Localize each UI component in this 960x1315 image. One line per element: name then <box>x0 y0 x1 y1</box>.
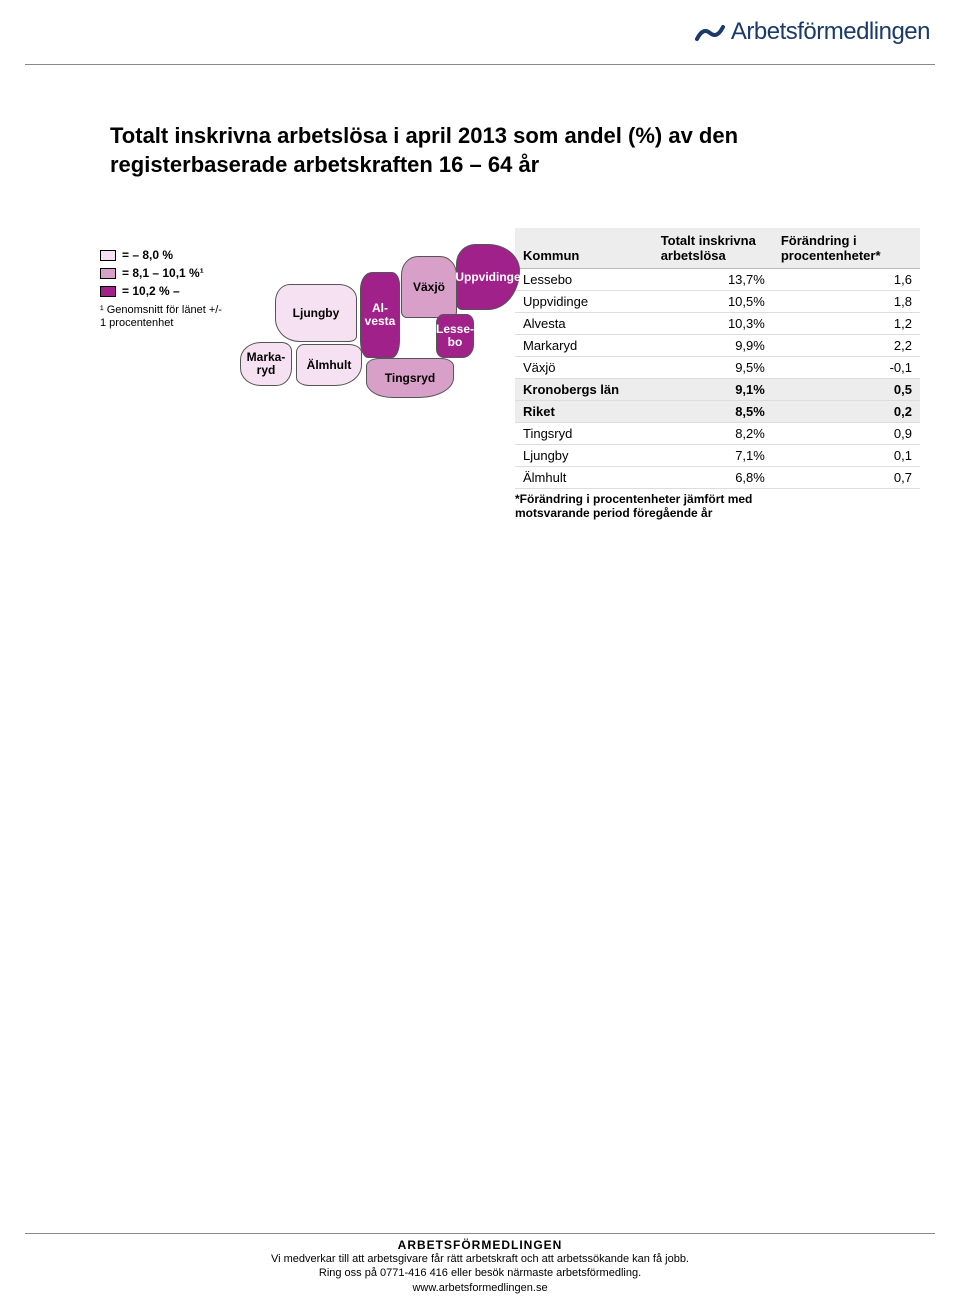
table-header: Förändring i procentenheter* <box>773 228 920 268</box>
legend-swatch <box>100 250 116 261</box>
table-row: Växjö9,5%-0,1 <box>515 356 920 378</box>
map-region-markaryd: Marka- ryd <box>240 342 292 386</box>
table-cell: 0,9 <box>773 422 920 444</box>
table-row: Ljungby7,1%0,1 <box>515 444 920 466</box>
legend-label: = – 8,0 % <box>122 248 173 262</box>
logo-icon <box>695 21 725 43</box>
header-logo: Arbetsförmedlingen <box>695 18 930 46</box>
left-column: = – 8,0 % = 8,1 – 10,1 %¹ = 10,2 % – ¹ Gen… <box>100 228 495 521</box>
legend-swatch <box>100 268 116 279</box>
table-cell: 13,7% <box>653 268 773 290</box>
table-cell: 1,2 <box>773 312 920 334</box>
legend-label: = 10,2 % – <box>122 284 180 298</box>
footer-url: www.arbetsformedlingen.se <box>25 1281 935 1295</box>
table-cell: 1,8 <box>773 290 920 312</box>
table-row: Tingsryd8,2%0,9 <box>515 422 920 444</box>
table-cell: 9,5% <box>653 356 773 378</box>
map: LjungbyMarka- rydÄlmhultAl- vestaTingsry… <box>220 232 510 442</box>
table-cell: Tingsryd <box>515 422 653 444</box>
table-row: Kronobergs län9,1%0,5 <box>515 378 920 400</box>
legend-row: = 10,2 % – <box>100 284 230 298</box>
table-cell: 0,2 <box>773 400 920 422</box>
header-rule <box>25 64 935 65</box>
table-cell: 6,8% <box>653 466 773 488</box>
map-legend: = – 8,0 % = 8,1 – 10,1 %¹ = 10,2 % – ¹ Gen… <box>100 248 230 330</box>
table-cell: Älmhult <box>515 466 653 488</box>
table-cell: -0,1 <box>773 356 920 378</box>
footer-rule <box>25 1233 935 1234</box>
table-cell: Kronobergs län <box>515 378 653 400</box>
table-cell: Alvesta <box>515 312 653 334</box>
table-row: Älmhult6,8%0,7 <box>515 466 920 488</box>
footer-line-1: Vi medverkar till att arbetsgivare får r… <box>25 1252 935 1266</box>
table-cell: 10,5% <box>653 290 773 312</box>
table-cell: Uppvidinge <box>515 290 653 312</box>
map-region-lessebo: Lesse- bo <box>436 314 474 358</box>
table-cell: Markaryd <box>515 334 653 356</box>
table-cell: Ljungby <box>515 444 653 466</box>
legend-swatch <box>100 286 116 297</box>
table-header: Totalt inskrivna arbetslösa <box>653 228 773 268</box>
legend-footnote: ¹ Genomsnitt för länet +/- 1 procentenhe… <box>100 304 230 330</box>
table-cell: 9,9% <box>653 334 773 356</box>
table-row: Alvesta10,3%1,2 <box>515 312 920 334</box>
logo-text: Arbetsförmedlingen <box>731 18 930 46</box>
table-cell: 9,1% <box>653 378 773 400</box>
table-row: Riket8,5%0,2 <box>515 400 920 422</box>
map-region-tingsryd: Tingsryd <box>366 358 454 398</box>
table-cell: Växjö <box>515 356 653 378</box>
table-row: Lessebo13,7%1,6 <box>515 268 920 290</box>
table-cell: Riket <box>515 400 653 422</box>
table-cell: 0,7 <box>773 466 920 488</box>
legend-row: = – 8,0 % <box>100 248 230 262</box>
legend-label: = 8,1 – 10,1 %¹ <box>122 266 204 280</box>
page-footer: ARBETSFÖRMEDLINGEN Vi medverkar till att… <box>25 1225 935 1295</box>
data-table: KommunTotalt inskrivna arbetslösaFörändr… <box>515 228 920 489</box>
table-header: Kommun <box>515 228 653 268</box>
table-cell: 0,1 <box>773 444 920 466</box>
table-footnote: *Förändring i procentenheter jämfört med… <box>515 492 805 521</box>
table-cell: Lessebo <box>515 268 653 290</box>
map-region-vaxjo: Växjö <box>401 256 457 318</box>
map-region-ljungby: Ljungby <box>275 284 357 342</box>
footer-title: ARBETSFÖRMEDLINGEN <box>25 1238 935 1252</box>
table-cell: 1,6 <box>773 268 920 290</box>
table-row: Markaryd9,9%2,2 <box>515 334 920 356</box>
content: = – 8,0 % = 8,1 – 10,1 %¹ = 10,2 % – ¹ Gen… <box>100 228 920 521</box>
table-cell: 8,5% <box>653 400 773 422</box>
footer-line-2: Ring oss på 0771-416 416 eller besök när… <box>25 1266 935 1280</box>
legend-row: = 8,1 – 10,1 %¹ <box>100 266 230 280</box>
page-title: Totalt inskrivna arbetslösa i april 2013… <box>110 122 840 179</box>
map-region-almhult: Älmhult <box>296 344 362 386</box>
right-column: KommunTotalt inskrivna arbetslösaFörändr… <box>515 228 920 521</box>
table-row: Uppvidinge10,5%1,8 <box>515 290 920 312</box>
table-cell: 7,1% <box>653 444 773 466</box>
table-cell: 0,5 <box>773 378 920 400</box>
map-region-uppvidinge: Uppvidinge <box>456 244 520 310</box>
table-cell: 2,2 <box>773 334 920 356</box>
map-region-alvesta: Al- vesta <box>360 272 400 358</box>
table-cell: 8,2% <box>653 422 773 444</box>
table-cell: 10,3% <box>653 312 773 334</box>
